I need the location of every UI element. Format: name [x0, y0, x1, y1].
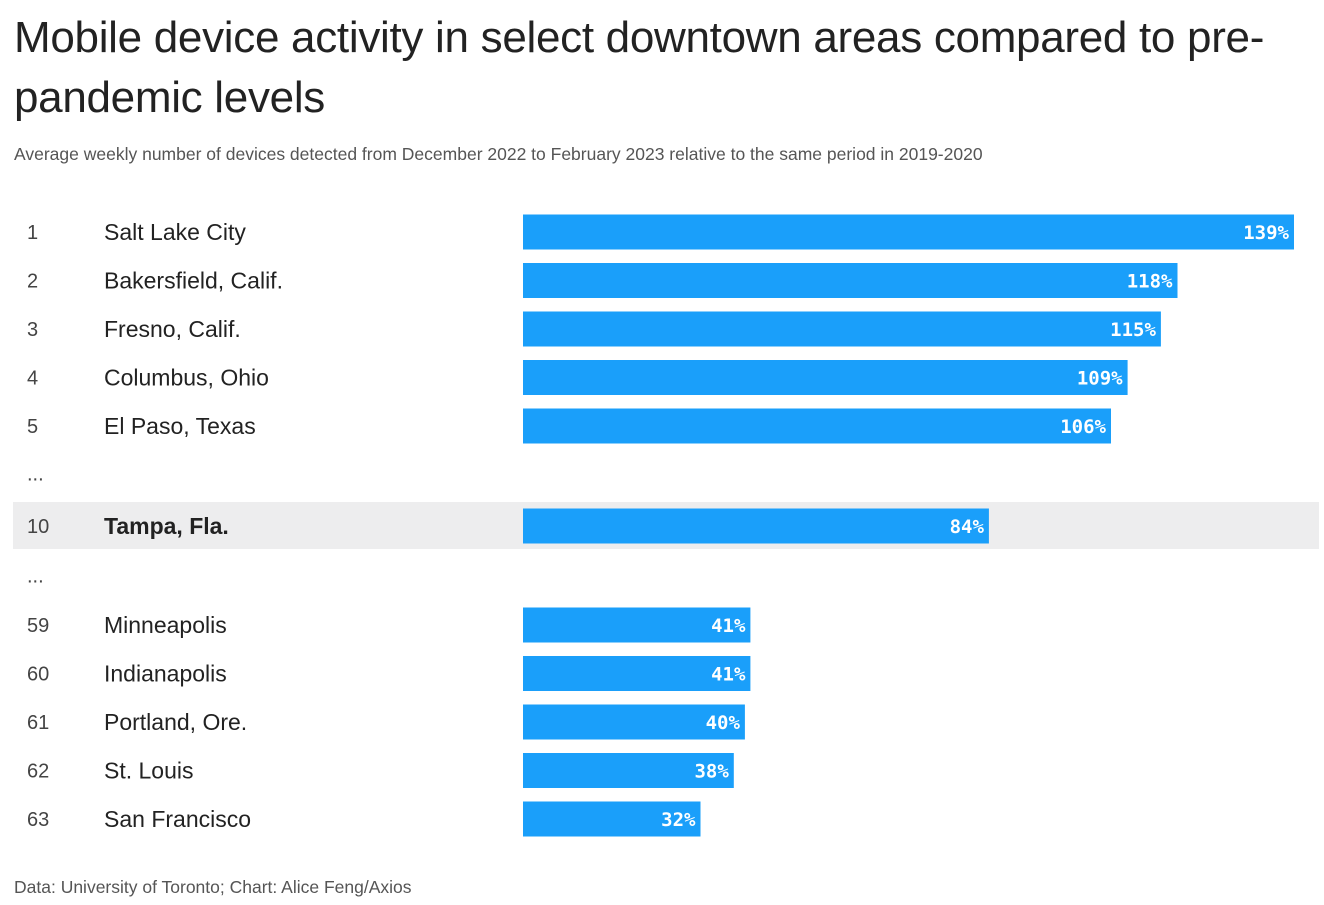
city-label: Minneapolis — [104, 612, 227, 638]
bar — [523, 607, 751, 643]
value-label: 106% — [1060, 416, 1106, 438]
rank-label: 59 — [27, 615, 49, 637]
bar — [523, 263, 1178, 298]
row-ellipsis: ... — [27, 566, 44, 588]
chart-source: Data: University of Toronto; Chart: Alic… — [14, 877, 412, 897]
city-label: Portland, Ore. — [104, 709, 247, 735]
city-label: Bakersfield, Calif. — [104, 268, 283, 294]
value-label: 115% — [1110, 319, 1156, 341]
rank-label: 61 — [27, 712, 49, 734]
bar — [523, 408, 1111, 444]
bar — [523, 704, 745, 740]
value-label: 38% — [694, 761, 729, 783]
value-label: 139% — [1243, 222, 1289, 244]
bar — [523, 360, 1128, 395]
chart-title: Mobile device activity in select downtow… — [14, 13, 1265, 122]
rank-label: 5 — [27, 416, 38, 438]
bar — [523, 656, 751, 691]
bar — [523, 753, 734, 788]
city-label: Columbus, Ohio — [104, 365, 269, 391]
city-label: San Francisco — [104, 806, 251, 832]
rank-label: 63 — [27, 809, 49, 831]
rank-label: 1 — [27, 222, 38, 244]
value-label: 41% — [711, 664, 746, 686]
value-label: 41% — [711, 615, 746, 637]
city-label: El Paso, Texas — [104, 413, 256, 439]
city-label: Tampa, Fla. — [104, 513, 229, 539]
rank-label: 60 — [27, 664, 49, 686]
bar — [523, 214, 1294, 250]
value-label: 40% — [706, 712, 741, 734]
chart-subtitle: Average weekly number of devices detecte… — [14, 144, 983, 164]
rank-label: 4 — [27, 368, 38, 390]
city-label: St. Louis — [104, 758, 194, 784]
rank-label: 62 — [27, 761, 49, 783]
bar — [523, 801, 701, 837]
value-label: 32% — [661, 809, 696, 831]
rank-label: 2 — [27, 271, 38, 293]
city-label: Fresno, Calif. — [104, 316, 241, 342]
row-ellipsis: ... — [27, 464, 44, 486]
value-label: 109% — [1077, 368, 1123, 390]
city-label: Indianapolis — [104, 661, 227, 687]
bar — [523, 311, 1161, 347]
value-label: 118% — [1127, 271, 1173, 293]
bar — [523, 508, 989, 544]
rank-label: 10 — [27, 516, 49, 538]
city-label: Salt Lake City — [104, 219, 246, 245]
value-label: 84% — [950, 516, 985, 538]
rank-label: 3 — [27, 319, 38, 341]
